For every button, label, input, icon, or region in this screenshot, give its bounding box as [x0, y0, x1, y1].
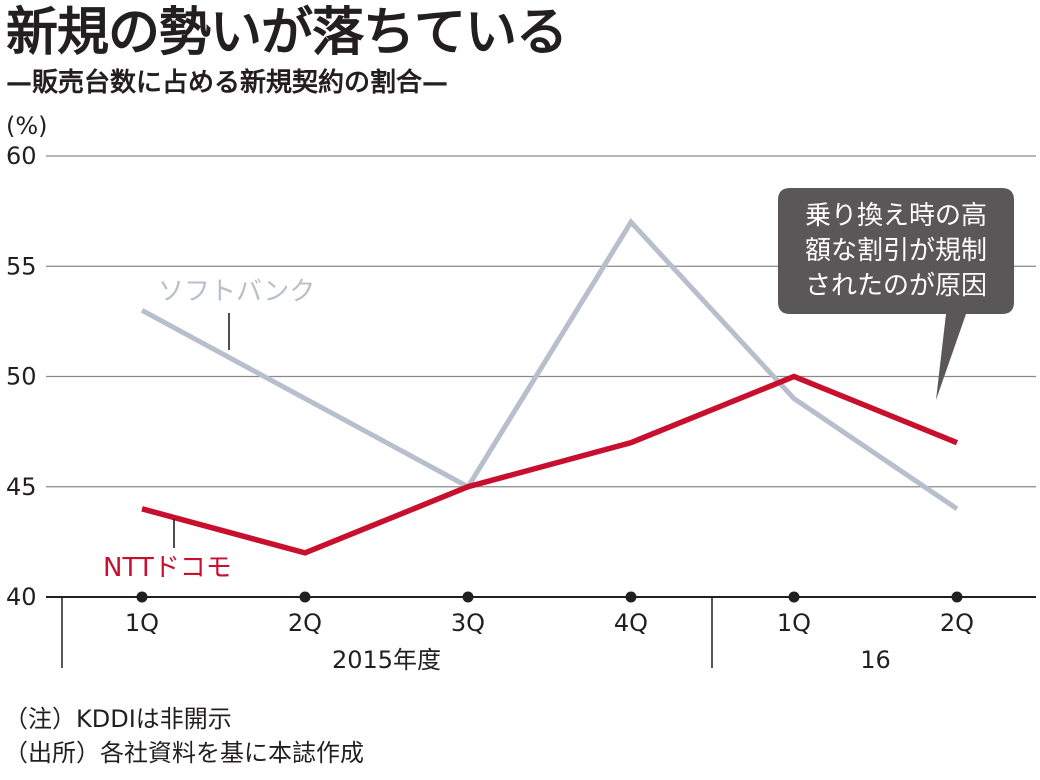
- x-tick-label: 3Q: [451, 609, 485, 637]
- x-tick-dot: [136, 591, 148, 603]
- x-tick-dot: [625, 591, 637, 603]
- footnote-note: （注）KDDIは非開示: [4, 705, 232, 733]
- annotation-text-line: 乗り換え時の高: [805, 201, 987, 231]
- series-lines: ソフトバンク NTTドコモ: [103, 218, 959, 583]
- chart-subtitle: —販売台数に占める新規契約の割合—: [6, 68, 449, 98]
- x-tick-dot: [299, 591, 311, 603]
- line-chart: (%) 40 45 50 55 60 1Q 2Q 3Q 4Q 1Q 2Q 2015年度 16 ソフトバ…: [6, 112, 1036, 674]
- x-group-label: 16: [860, 646, 891, 674]
- x-group-label: 2015年度: [332, 646, 441, 674]
- annotation-bubble: [778, 188, 1014, 400]
- footnote-source: （出所）各社資料を基に本誌作成: [4, 739, 364, 767]
- x-tick-label: 4Q: [614, 609, 648, 637]
- y-tick-label: 45: [6, 473, 37, 501]
- y-tick-label: 50: [6, 363, 37, 391]
- series-label-softbank: ソフトバンク: [158, 277, 315, 307]
- x-axis: 1Q 2Q 3Q 4Q 1Q 2Q 2015年度 16: [46, 591, 1036, 674]
- annotation-text-line: 額な割引が規制: [805, 236, 987, 266]
- x-tick-label: 2Q: [940, 609, 974, 637]
- series-label-docomo: NTTドコモ: [103, 553, 232, 583]
- x-tick-label: 2Q: [288, 609, 322, 637]
- series-line-softbank: [140, 218, 959, 511]
- y-tick-label: 55: [6, 252, 37, 280]
- y-axis-unit: (%): [6, 112, 48, 140]
- x-tick-dot: [788, 591, 800, 603]
- y-tick-label: 40: [6, 583, 37, 611]
- y-tick-label: 60: [6, 142, 37, 170]
- y-tick-labels: 40 45 50 55 60: [6, 142, 37, 611]
- x-tick-label: 1Q: [125, 609, 159, 637]
- x-tick-dot: [951, 591, 963, 603]
- chart-title: 新規の勢いが落ちている: [6, 2, 568, 63]
- series-line-docomo: [141, 373, 959, 556]
- x-tick-dot: [462, 591, 474, 603]
- annotation-text-line: されたのが原因: [805, 271, 987, 301]
- x-tick-label: 1Q: [777, 609, 811, 637]
